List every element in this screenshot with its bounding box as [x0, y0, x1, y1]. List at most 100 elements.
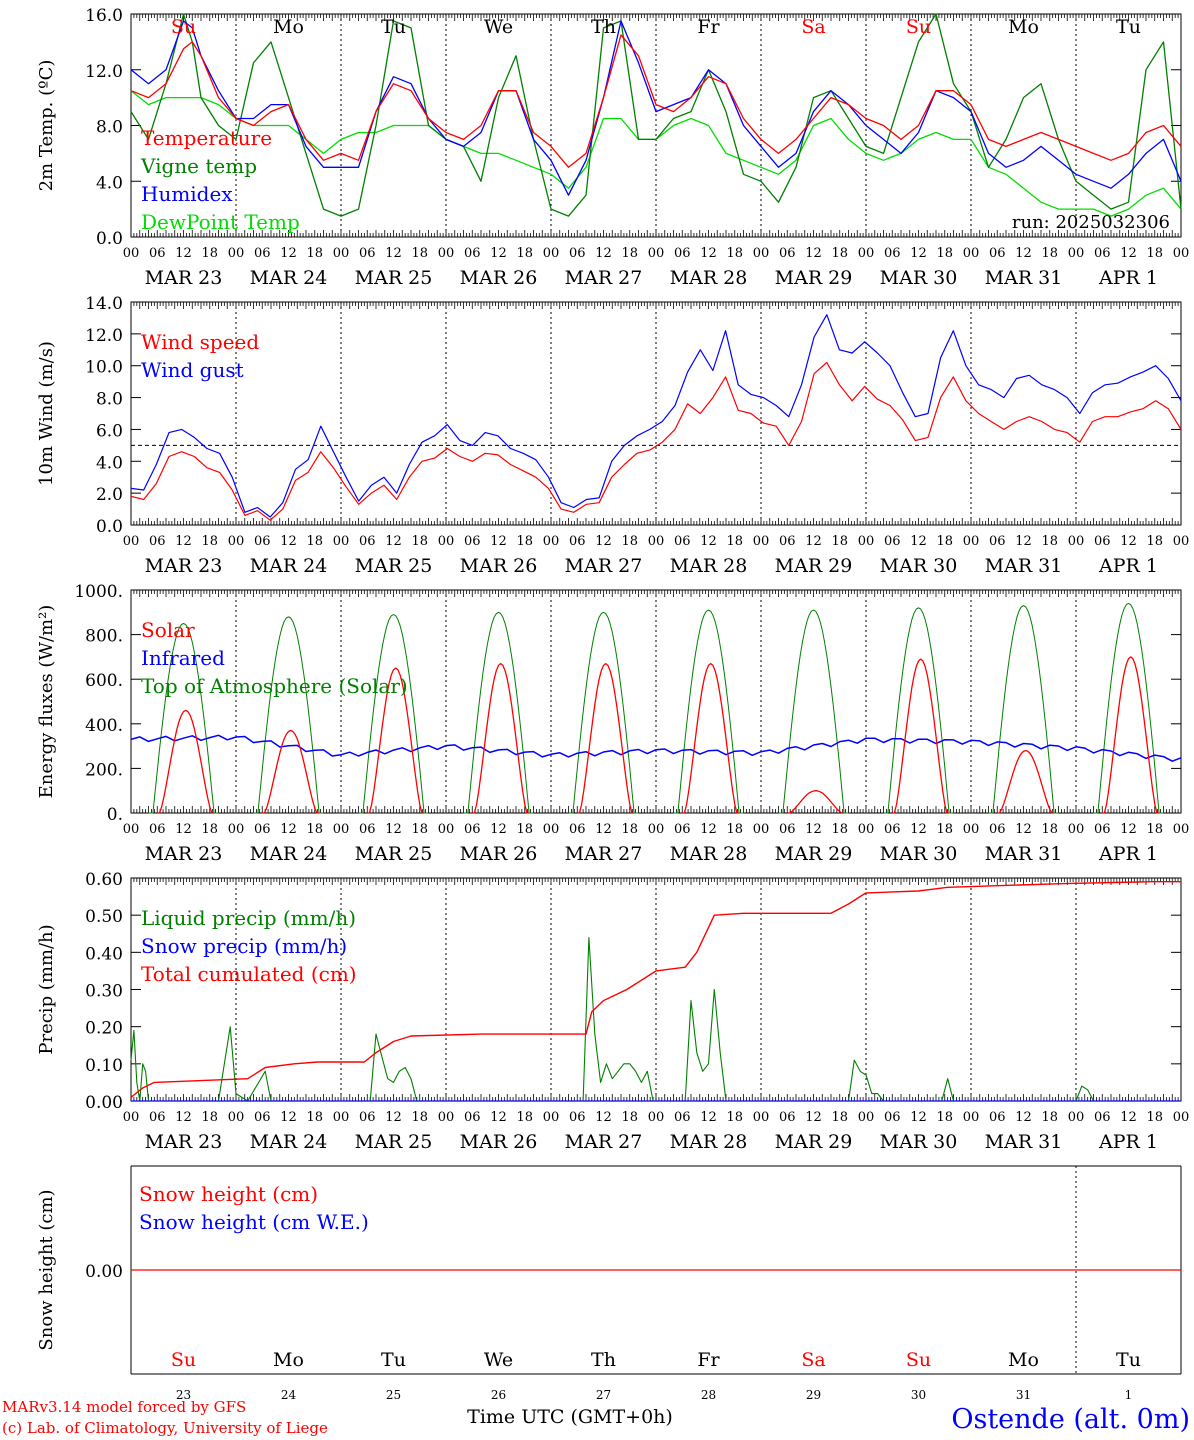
- date-label: MAR 23: [145, 1131, 223, 1153]
- x-axis-label: Time UTC (GMT+0h): [467, 1406, 673, 1428]
- date-label: MAR 28: [670, 843, 748, 865]
- weekday-label: Tu: [381, 1349, 406, 1371]
- toa-solar-line: [988, 605, 1059, 814]
- day-number: 26: [491, 1388, 506, 1402]
- hour-tick-label: 06: [779, 1110, 796, 1125]
- hour-tick-label: 06: [884, 1110, 901, 1125]
- date-label: APR 1: [1098, 843, 1158, 865]
- temperature-panel: 00 06 12 18 00 06 12 18 00 06 12 18 00 06 12 18 00 06 12 18…: [36, 6, 1189, 289]
- hour-tick-label: 06: [359, 246, 376, 261]
- hour-tick-label: 00: [438, 1110, 455, 1125]
- hour-tick-label: 00: [1068, 534, 1085, 549]
- temp-series-line: [130, 34, 1182, 168]
- toa-solar-line: [463, 611, 534, 814]
- hour-tick-label: 18: [831, 822, 848, 837]
- y-tick-label: 14.0: [85, 294, 123, 314]
- weekday-label: Sa: [801, 16, 825, 38]
- hour-tick-label: 06: [359, 1110, 376, 1125]
- hour-tick-label: 18: [201, 534, 218, 549]
- y-tick-label: 400.: [85, 716, 123, 736]
- y-tick-label: 16.0: [85, 6, 123, 26]
- date-label: MAR 31: [985, 555, 1063, 577]
- y-tick-label: 0.40: [85, 944, 123, 964]
- y-tick-label: 0.00: [85, 1262, 123, 1282]
- weekday-label: Th: [591, 1349, 616, 1371]
- hour-tick-label: 18: [1041, 822, 1058, 837]
- hour-tick-label: 18: [726, 534, 743, 549]
- hour-tick-label: 12: [280, 822, 297, 837]
- y-axis-label: Energy fluxes (W/m²): [36, 605, 57, 799]
- hour-tick-label: 06: [254, 534, 271, 549]
- toa-solar-line: [253, 616, 324, 814]
- y-tick-label: 4.0: [96, 173, 123, 193]
- hour-tick-label: 00: [438, 246, 455, 261]
- hour-tick-label: 18: [516, 822, 533, 837]
- hour-tick-label: 06: [989, 1110, 1006, 1125]
- hour-tick-label: 06: [149, 1110, 166, 1125]
- hour-tick-label: 00: [543, 1110, 560, 1125]
- toa-solar-line: [673, 609, 744, 814]
- hour-tick-label: 00: [963, 822, 980, 837]
- hour-tick-label: 00: [333, 534, 350, 549]
- hour-tick-label: 12: [700, 534, 717, 549]
- hour-tick-label: 00: [228, 534, 245, 549]
- y-tick-label: 8.0: [96, 390, 123, 410]
- date-label: MAR 30: [880, 267, 958, 289]
- hour-tick-label: 00: [543, 246, 560, 261]
- toa-solar-line: [358, 614, 429, 814]
- solar-line: [262, 729, 320, 814]
- date-label: MAR 29: [775, 843, 853, 865]
- hour-tick-label: 18: [411, 1110, 428, 1125]
- y-tick-label: 0.10: [85, 1056, 123, 1076]
- legend-entry: Snow height (cm W.E.): [139, 1210, 369, 1234]
- y-axis-label: 10m Wind (m/s): [36, 341, 57, 486]
- hour-tick-label: 00: [963, 246, 980, 261]
- hour-tick-label: 12: [805, 822, 822, 837]
- hour-tick-label: 12: [1120, 822, 1137, 837]
- toa-solar-line: [148, 623, 219, 814]
- hour-tick-label: 18: [1146, 822, 1163, 837]
- date-label: MAR 24: [250, 267, 328, 289]
- solar-line: [997, 749, 1055, 814]
- legend-entry: Temperature: [141, 126, 272, 150]
- date-label: MAR 24: [250, 555, 328, 577]
- y-tick-label: 2.0: [96, 485, 123, 505]
- hour-tick-label: 12: [490, 1110, 507, 1125]
- hour-tick-label: 06: [779, 246, 796, 261]
- total-cumulated-line: [130, 881, 1181, 1098]
- hour-tick-label: 06: [884, 822, 901, 837]
- date-label: MAR 26: [460, 843, 538, 865]
- date-label: MAR 25: [355, 1131, 433, 1153]
- hour-tick-label: 06: [254, 1110, 271, 1125]
- hour-tick-label: 18: [621, 1110, 638, 1125]
- date-label: MAR 24: [250, 1131, 328, 1153]
- date-label: MAR 26: [460, 1131, 538, 1153]
- date-label: MAR 29: [775, 555, 853, 577]
- date-label: APR 1: [1098, 555, 1158, 577]
- solar-line: [892, 658, 950, 814]
- hour-tick-label: 18: [306, 246, 323, 261]
- day-number: 29: [806, 1388, 821, 1402]
- date-label: MAR 23: [145, 843, 223, 865]
- hour-tick-label: 18: [936, 246, 953, 261]
- hour-tick-label: 18: [1041, 534, 1058, 549]
- hour-tick-label: 18: [201, 822, 218, 837]
- hour-tick-label: 18: [621, 246, 638, 261]
- hour-tick-label: 00: [858, 246, 875, 261]
- hour-tick-label: 12: [595, 822, 612, 837]
- date-label: MAR 28: [670, 555, 748, 577]
- y-tick-label: 0.50: [85, 907, 123, 927]
- liquid-precip-line: [130, 936, 1094, 1102]
- hour-tick-label: 12: [280, 246, 297, 261]
- hour-tick-label: 18: [516, 1110, 533, 1125]
- hour-tick-label: 06: [989, 246, 1006, 261]
- hour-tick-label: 12: [175, 822, 192, 837]
- hour-tick-label: 12: [805, 534, 822, 549]
- hour-tick-label: 12: [700, 1110, 717, 1125]
- hour-tick-label: 06: [674, 822, 691, 837]
- model-credit: MARv3.14 model forced by GFS: [2, 1398, 246, 1416]
- date-label: MAR 26: [460, 555, 538, 577]
- hour-tick-label: 06: [1094, 822, 1111, 837]
- weekday-label: Sa: [801, 1349, 825, 1371]
- hour-tick-label: 12: [175, 246, 192, 261]
